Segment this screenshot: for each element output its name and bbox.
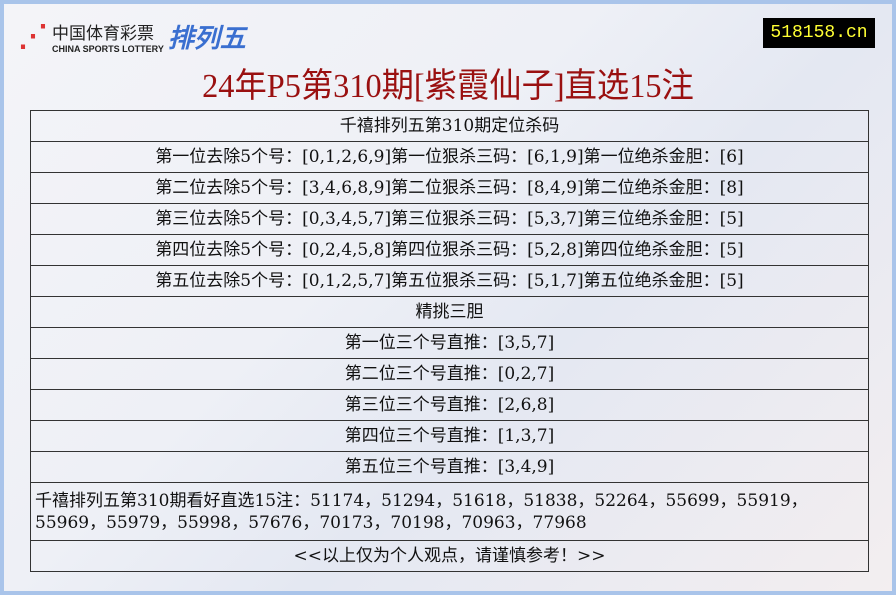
logo-en: CHINA SPORTS LOTTERY	[52, 44, 164, 54]
kill-row: 第三位去除5个号：[0,3,4,5,7]第三位狠杀三码：[5,3,7]第三位绝杀…	[30, 203, 869, 235]
lottery-logo: ⋰ 中国体育彩票 CHINA SPORTS LOTTERY 排列五	[18, 18, 246, 55]
picks-row: 千禧排列五第310期看好直选15注：51174，51294，51618，5183…	[30, 482, 869, 541]
kill-row: 第四位去除5个号：[0,2,4,5,8]第四位狠杀三码：[5,2,8]第四位绝杀…	[30, 234, 869, 266]
prediction-table: 千禧排列五第310期定位杀码 第一位去除5个号：[0,1,2,6,9]第一位狠杀…	[30, 110, 869, 572]
three-row: 第三位三个号直推：[2,6,8]	[30, 389, 869, 421]
page-title: 24年P5第310期[紫霞仙子]直选15注	[202, 68, 694, 105]
three-row: 第四位三个号直推：[1,3,7]	[30, 420, 869, 452]
section-header: 精挑三胆	[30, 296, 869, 328]
three-row: 第二位三个号直推：[0,2,7]	[30, 358, 869, 390]
disclaimer: <<以上仅为个人观点，请谨慎参考！>>	[30, 540, 869, 572]
logo-game: 排列五	[167, 24, 246, 54]
logo-cn: 中国体育彩票	[52, 24, 154, 44]
section-header: 千禧排列五第310期定位杀码	[30, 110, 869, 142]
lottery-logo-icon: ⋰	[18, 19, 48, 54]
kill-row: 第一位去除5个号：[0,1,2,6,9]第一位狠杀三码：[6,1,9]第一位绝杀…	[30, 141, 869, 173]
three-row: 第一位三个号直推：[3,5,7]	[30, 327, 869, 359]
kill-row: 第二位去除5个号：[3,4,6,8,9]第二位狠杀三码：[8,4,9]第二位绝杀…	[30, 172, 869, 204]
three-row: 第五位三个号直推：[3,4,9]	[30, 451, 869, 483]
kill-row: 第五位去除5个号：[0,1,2,5,7]第五位狠杀三码：[5,1,7]第五位绝杀…	[30, 265, 869, 297]
site-badge: 518158.cn	[763, 18, 875, 48]
